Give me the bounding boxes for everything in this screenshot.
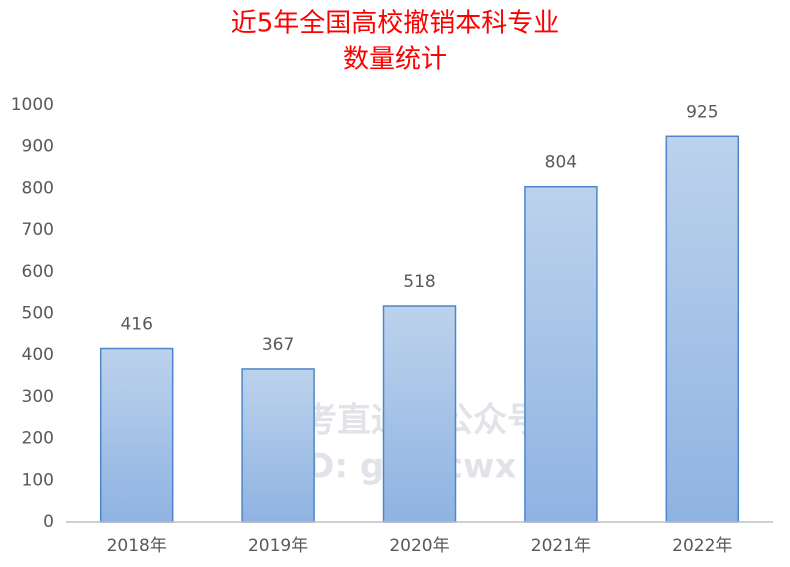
value-label: 416 [120,315,152,335]
y-tick-label: 800 [22,178,54,198]
y-tick-label: 400 [22,345,54,365]
value-label: 367 [262,335,294,355]
chart-title: 数量统计 [343,45,447,75]
value-label: 804 [545,153,577,173]
y-tick-label: 1000 [11,95,54,115]
x-tick-label: 2019年 [248,536,308,556]
bar [99,347,174,523]
bar [524,185,598,523]
bar [665,135,740,523]
value-label: 518 [403,272,435,292]
y-tick-label: 600 [22,262,54,282]
y-tick-label: 0 [43,512,54,532]
y-tick-label: 900 [22,137,54,157]
bar [241,368,315,523]
chart-title: 近5年全国高校撤销本科专业 [231,9,560,39]
y-tick-label: 300 [22,387,54,407]
bar [382,305,457,523]
y-tick-label: 100 [22,470,54,490]
x-tick-label: 2022年 [672,536,732,556]
x-tick-label: 2018年 [107,536,167,556]
x-tick-label: 2021年 [531,536,591,556]
y-tick-label: 700 [22,220,54,240]
y-tick-label: 500 [22,304,54,324]
y-tick-label: 200 [22,429,54,449]
value-label: 925 [686,102,718,122]
x-tick-label: 2020年 [389,536,449,556]
